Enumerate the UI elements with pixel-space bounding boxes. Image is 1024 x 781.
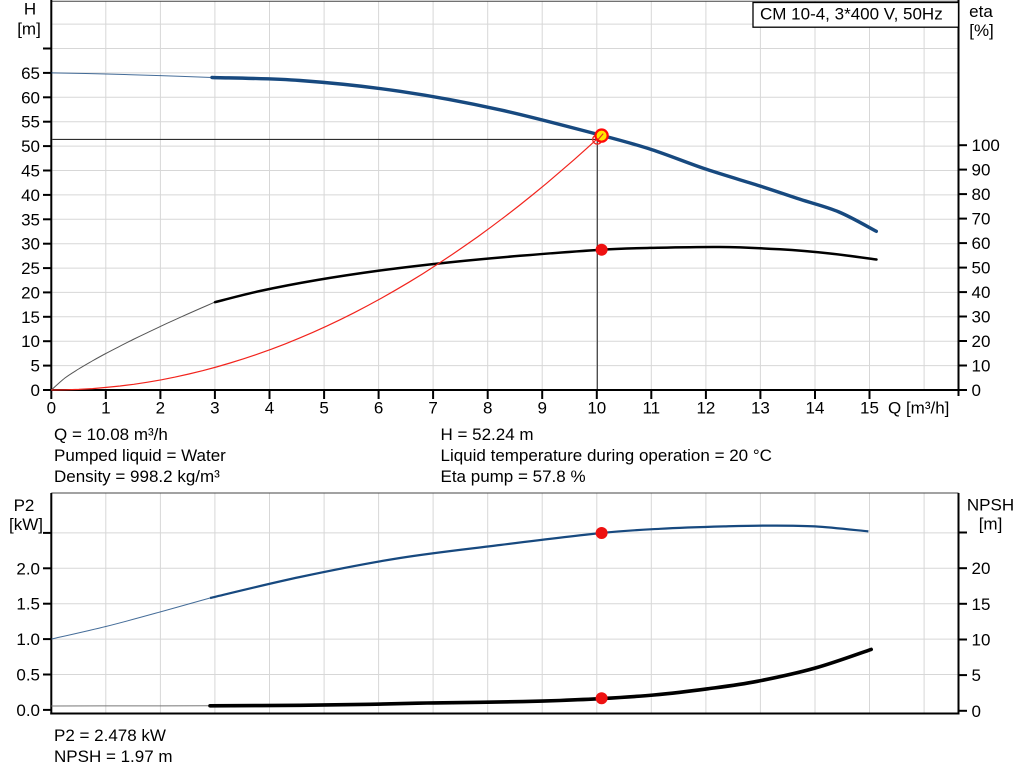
svg-text:10: 10 [972, 357, 991, 376]
svg-text:H = 52.24 m: H = 52.24 m [441, 425, 534, 444]
svg-text:4: 4 [265, 398, 274, 417]
svg-text:70: 70 [972, 210, 991, 229]
svg-text:20: 20 [972, 332, 991, 351]
svg-text:25: 25 [21, 259, 40, 278]
svg-text:30: 30 [21, 235, 40, 254]
svg-text:11: 11 [642, 398, 660, 417]
svg-text:50: 50 [972, 259, 991, 278]
svg-text:[%]: [%] [969, 21, 994, 40]
svg-text:15: 15 [860, 398, 879, 417]
svg-text:1: 1 [101, 398, 110, 417]
svg-text:[kW]: [kW] [9, 515, 43, 534]
svg-text:Pumped liquid = Water: Pumped liquid = Water [54, 446, 226, 465]
svg-text:5: 5 [972, 666, 981, 685]
svg-text:50: 50 [21, 137, 40, 156]
svg-text:20: 20 [972, 559, 991, 578]
svg-text:14: 14 [806, 398, 825, 417]
svg-text:0: 0 [972, 702, 981, 721]
svg-text:Q = 10.08 m³/h: Q = 10.08 m³/h [54, 425, 168, 444]
svg-text:0: 0 [972, 381, 981, 400]
svg-text:Eta pump = 57.8 %: Eta pump = 57.8 % [441, 467, 586, 486]
svg-text:eta: eta [969, 2, 993, 21]
svg-text:Liquid temperature during oper: Liquid temperature during operation = 20… [441, 446, 772, 465]
svg-text:[m]: [m] [979, 515, 1003, 534]
svg-text:0.0: 0.0 [16, 701, 40, 720]
svg-text:1.5: 1.5 [16, 595, 40, 614]
svg-text:NPSH: NPSH [967, 496, 1014, 515]
svg-text:10: 10 [972, 631, 991, 650]
svg-text:7: 7 [428, 398, 437, 417]
svg-text:20: 20 [21, 283, 40, 302]
svg-text:5: 5 [319, 398, 328, 417]
svg-text:0: 0 [47, 398, 56, 417]
svg-text:0.5: 0.5 [16, 666, 40, 685]
svg-text:10: 10 [587, 398, 606, 417]
svg-text:Density = 998.2 kg/m³: Density = 998.2 kg/m³ [54, 467, 220, 486]
svg-text:P2: P2 [14, 496, 35, 515]
svg-text:80: 80 [972, 185, 991, 204]
svg-text:35: 35 [21, 210, 40, 229]
svg-text:CM 10-4, 3*400 V, 50Hz: CM 10-4, 3*400 V, 50Hz [760, 4, 943, 23]
svg-text:65: 65 [21, 64, 40, 83]
svg-text:100: 100 [972, 136, 1000, 155]
svg-text:H: H [24, 0, 36, 19]
svg-text:15: 15 [21, 308, 40, 327]
svg-text:60: 60 [21, 88, 40, 107]
svg-text:55: 55 [21, 113, 40, 132]
svg-text:9: 9 [537, 398, 546, 417]
svg-text:15: 15 [972, 595, 991, 614]
svg-text:45: 45 [21, 162, 40, 181]
svg-text:90: 90 [972, 161, 991, 180]
svg-text:1.0: 1.0 [16, 630, 40, 649]
svg-text:30: 30 [972, 308, 991, 327]
svg-text:10: 10 [21, 332, 40, 351]
svg-text:Q [m³/h]: Q [m³/h] [888, 398, 949, 417]
svg-text:2.0: 2.0 [16, 559, 40, 578]
svg-text:13: 13 [751, 398, 770, 417]
svg-text:2: 2 [156, 398, 165, 417]
svg-text:5: 5 [31, 357, 40, 376]
svg-text:6: 6 [374, 398, 383, 417]
svg-text:12: 12 [696, 398, 715, 417]
svg-text:60: 60 [972, 234, 991, 253]
svg-text:NPSH = 1.97 m: NPSH = 1.97 m [54, 747, 173, 766]
svg-text:40: 40 [972, 283, 991, 302]
svg-text:3: 3 [210, 398, 219, 417]
svg-text:0: 0 [31, 381, 40, 400]
svg-text:[m]: [m] [17, 20, 41, 39]
svg-text:40: 40 [21, 186, 40, 205]
svg-text:8: 8 [483, 398, 492, 417]
svg-text:P2 = 2.478 kW: P2 = 2.478 kW [54, 726, 166, 745]
